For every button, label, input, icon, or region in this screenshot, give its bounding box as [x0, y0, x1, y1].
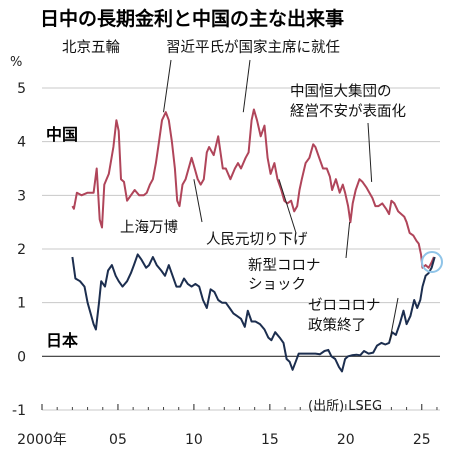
- x-tick-label-5: 25: [413, 432, 431, 448]
- annotation-shanghai-expo: 上海万博: [120, 219, 178, 236]
- annotation-line: 上海万博: [120, 219, 178, 236]
- annotation-leader-evergrande: [367, 122, 373, 182]
- annotation-leader-beijing-olympics: [163, 59, 172, 113]
- x-tick-label-0: 2000年: [17, 432, 67, 448]
- annotation-leader-zero-covid-end: [389, 297, 399, 341]
- series-label-japan: 日本: [46, 331, 78, 350]
- y-tick-label-6: 5: [17, 81, 26, 97]
- series-line-0: [71, 108, 435, 269]
- y-tick-label-4: 3: [17, 188, 26, 204]
- x-tick-label-1: 05: [109, 432, 127, 448]
- annotation-line: ショック: [248, 276, 306, 293]
- x-tick-label-3: 15: [261, 432, 279, 448]
- annotation-xi-president: 習近平氏が国家主席に就任: [166, 39, 340, 56]
- annotation-line: ゼロコロナ: [308, 297, 381, 314]
- x-axis-ticks: 2000年 05 10 15 20 25: [17, 404, 438, 448]
- source-note: (出所) LSEG: [308, 399, 382, 414]
- grid: [42, 87, 440, 411]
- series-line-1: [71, 253, 436, 373]
- annotation-line: 新型コロナ: [248, 257, 321, 274]
- annotation-leader-covid-shock: [345, 222, 351, 259]
- y-tick-label-5: 4: [17, 135, 26, 151]
- series-lines: [71, 108, 436, 373]
- x-tick-label-2: 10: [185, 432, 203, 448]
- y-tick-label-0: -1: [12, 403, 26, 419]
- annotation-line: 中国恒大集団の: [290, 83, 392, 100]
- y-axis-ticks: -1 0 1 2 3 4 5: [12, 81, 26, 419]
- annotation-line: 北京五輪: [62, 39, 120, 56]
- annotation-leader-shanghai-expo: [193, 179, 203, 223]
- annotation-zero-covid-end: ゼロコロナ政策終了: [308, 297, 381, 334]
- annotation-line: 経営不安が表面化: [290, 103, 406, 120]
- annotation-line: 習近平氏が国家主席に就任: [166, 39, 340, 56]
- x-tick-label-4: 20: [337, 432, 355, 448]
- y-tick-label-1: 0: [17, 349, 26, 365]
- annotation-leader-yuan-devaluation: [278, 179, 297, 234]
- annotation-yuan-devaluation: 人民元切り下げ: [206, 231, 308, 248]
- y-tick-label-2: 1: [17, 296, 26, 312]
- annotations: 北京五輪 習近平氏が国家主席に就任中国恒大集団の経営不安が表面化上海万博人民元切り…: [62, 39, 406, 341]
- annotation-line: 人民元切り下げ: [206, 231, 308, 248]
- chart-title: 日中の長期金利と中国の主な出来事: [40, 7, 344, 30]
- annotation-evergrande: 中国恒大集団の経営不安が表面化: [290, 83, 406, 120]
- y-tick-label-3: 2: [17, 242, 26, 258]
- series-label-china: 中国: [46, 125, 78, 144]
- annotation-leader-xi-president: [242, 59, 251, 113]
- y-unit-label: %: [10, 55, 22, 70]
- latest-point-highlight: [421, 251, 443, 273]
- annotation-beijing-olympics: 北京五輪: [62, 39, 120, 56]
- annotation-line: 政策終了: [308, 317, 366, 334]
- annotation-covid-shock: 新型コロナショック: [248, 257, 321, 293]
